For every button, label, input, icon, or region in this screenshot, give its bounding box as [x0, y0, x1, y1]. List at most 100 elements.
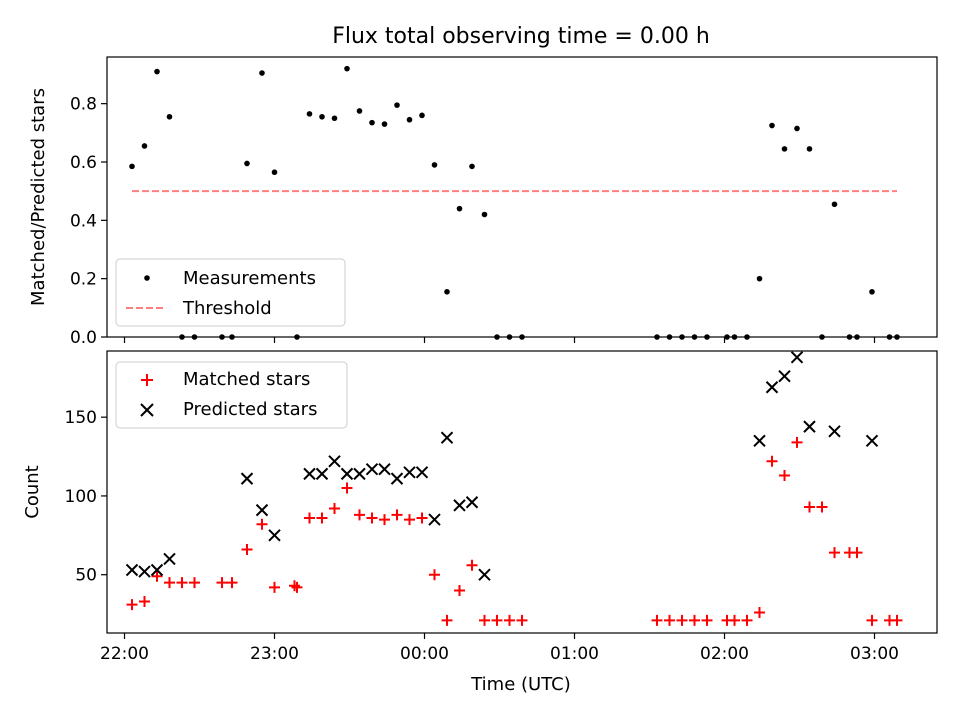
measurement-point: [141, 143, 148, 149]
matched-stars-point: [429, 569, 440, 581]
measurement-point: [331, 115, 338, 122]
legend-measurements-marker: [144, 275, 150, 281]
predicted-stars-point: [240, 472, 254, 485]
matched-stars-point: [329, 503, 340, 515]
predicted-stars-point: [365, 462, 379, 476]
measurement-point: [756, 275, 763, 282]
predicted-stars-point: [753, 434, 766, 448]
matched-stars-point: [126, 599, 138, 611]
measurement-point: [419, 112, 425, 119]
predicted-stars-point: [778, 369, 791, 383]
legend-measurements-label: Measurements: [183, 268, 316, 289]
matched-stars-point: [176, 577, 188, 589]
matched-stars-point: [651, 614, 663, 626]
bottom-axes-frame: [106, 350, 938, 634]
predicted-stars-point: [138, 565, 151, 578]
measurement-point: [481, 211, 488, 218]
measurement-point: [469, 163, 475, 170]
matched-stars-point: [491, 614, 503, 626]
predicted-stars-point: [353, 467, 366, 481]
matched-stars-point: [689, 614, 700, 626]
matched-stars-point: [441, 614, 453, 626]
predicted-stars-point: [255, 503, 269, 517]
predicted-stars-point: [440, 431, 454, 444]
legend-predicted-marker: [140, 403, 154, 417]
measurement-point: [831, 201, 838, 208]
y-tick-label: 100: [65, 487, 97, 507]
predicted-stars-point: [268, 529, 281, 542]
y-tick-label: 0.4: [70, 211, 97, 231]
predicted-stars-point: [453, 499, 466, 512]
matched-stars-point: [216, 577, 228, 589]
y-tick-label: 50: [75, 566, 97, 586]
matched-stars-point: [241, 544, 253, 556]
measurement-point: [344, 65, 350, 72]
matched-stars-point: [341, 482, 353, 494]
predicted-stars-point: [803, 420, 816, 433]
top-legend: Measurements Threshold: [115, 258, 346, 327]
predicted-stars-point: [465, 496, 479, 509]
matched-stars-point: [851, 547, 863, 559]
y-tick-label: 150: [65, 408, 97, 428]
matched-stars-point: [256, 518, 268, 530]
matched-stars-point: [391, 509, 403, 521]
predicted-stars-point: [415, 466, 429, 479]
predicted-stars-point: [828, 425, 841, 438]
matched-stars-point: [416, 512, 428, 524]
matched-stars-point: [816, 501, 828, 513]
predicted-stars-point: [315, 467, 329, 481]
y-tick-label: 0.8: [70, 95, 97, 115]
matched-stars-point: [291, 581, 303, 593]
predicted-stars-point: [328, 455, 341, 468]
matched-stars-point: [676, 614, 688, 626]
x-tick-label: 01:00: [550, 644, 599, 664]
matched-stars-point: [829, 547, 840, 559]
matched-stars-point: [766, 455, 778, 467]
predicted-stars-point: [790, 351, 804, 364]
measurement-point: [271, 169, 278, 176]
predicted-stars-point: [403, 466, 416, 479]
matched-stars-point: [664, 614, 675, 626]
measurement-point: [166, 113, 173, 120]
predicted-stars-point: [478, 568, 491, 581]
predicted-stars-point: [865, 434, 879, 448]
top-y-axis-label: Matched/Predicted stars: [28, 88, 49, 306]
measurement-point: [244, 160, 250, 167]
measurement-point: [306, 111, 313, 117]
matched-stars-point: [791, 436, 803, 448]
matched-stars-point: [304, 512, 315, 524]
top-chart-title: Flux total observing time = 0.00 h: [332, 24, 710, 49]
matched-stars-point: [316, 512, 328, 524]
legend-matched-label: Matched stars: [183, 369, 310, 390]
matched-stars-point: [804, 501, 815, 513]
measurement-point: [869, 288, 875, 295]
measurement-point: [781, 146, 788, 152]
matched-stars-point: [479, 614, 490, 626]
bottom-legend: Matched stars Predicted stars: [115, 361, 348, 429]
measurement-point: [319, 113, 325, 120]
y-tick-label: 0.0: [70, 328, 97, 348]
measurement-point: [406, 116, 413, 123]
measurement-point: [356, 108, 363, 114]
measurement-point: [154, 68, 160, 75]
predicted-stars-point: [163, 552, 176, 566]
x-tick-label: 23:00: [250, 644, 299, 664]
matched-stars-point: [741, 614, 753, 626]
matched-stars-point: [289, 580, 300, 592]
x-tick-label: 00:00: [400, 644, 449, 664]
y-tick-label: 0.6: [70, 153, 97, 173]
x-tick-label: 02:00: [700, 644, 749, 664]
top-axes-frame: [106, 56, 938, 338]
x-tick-label: 03:00: [850, 644, 899, 664]
matched-stars-point: [454, 584, 465, 596]
matched-stars-point: [151, 570, 163, 582]
matched-stars-point: [226, 577, 238, 589]
matched-stars-point: [866, 614, 878, 626]
legend-matched-marker: [141, 374, 153, 386]
matched-stars-point: [466, 559, 478, 571]
matched-stars-point: [754, 607, 765, 619]
matched-stars-point: [269, 581, 280, 593]
matched-stars-point: [379, 514, 390, 526]
